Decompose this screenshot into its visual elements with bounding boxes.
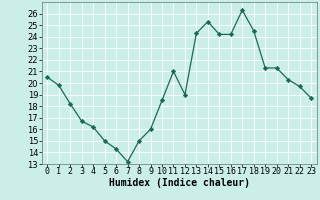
X-axis label: Humidex (Indice chaleur): Humidex (Indice chaleur)	[109, 178, 250, 188]
